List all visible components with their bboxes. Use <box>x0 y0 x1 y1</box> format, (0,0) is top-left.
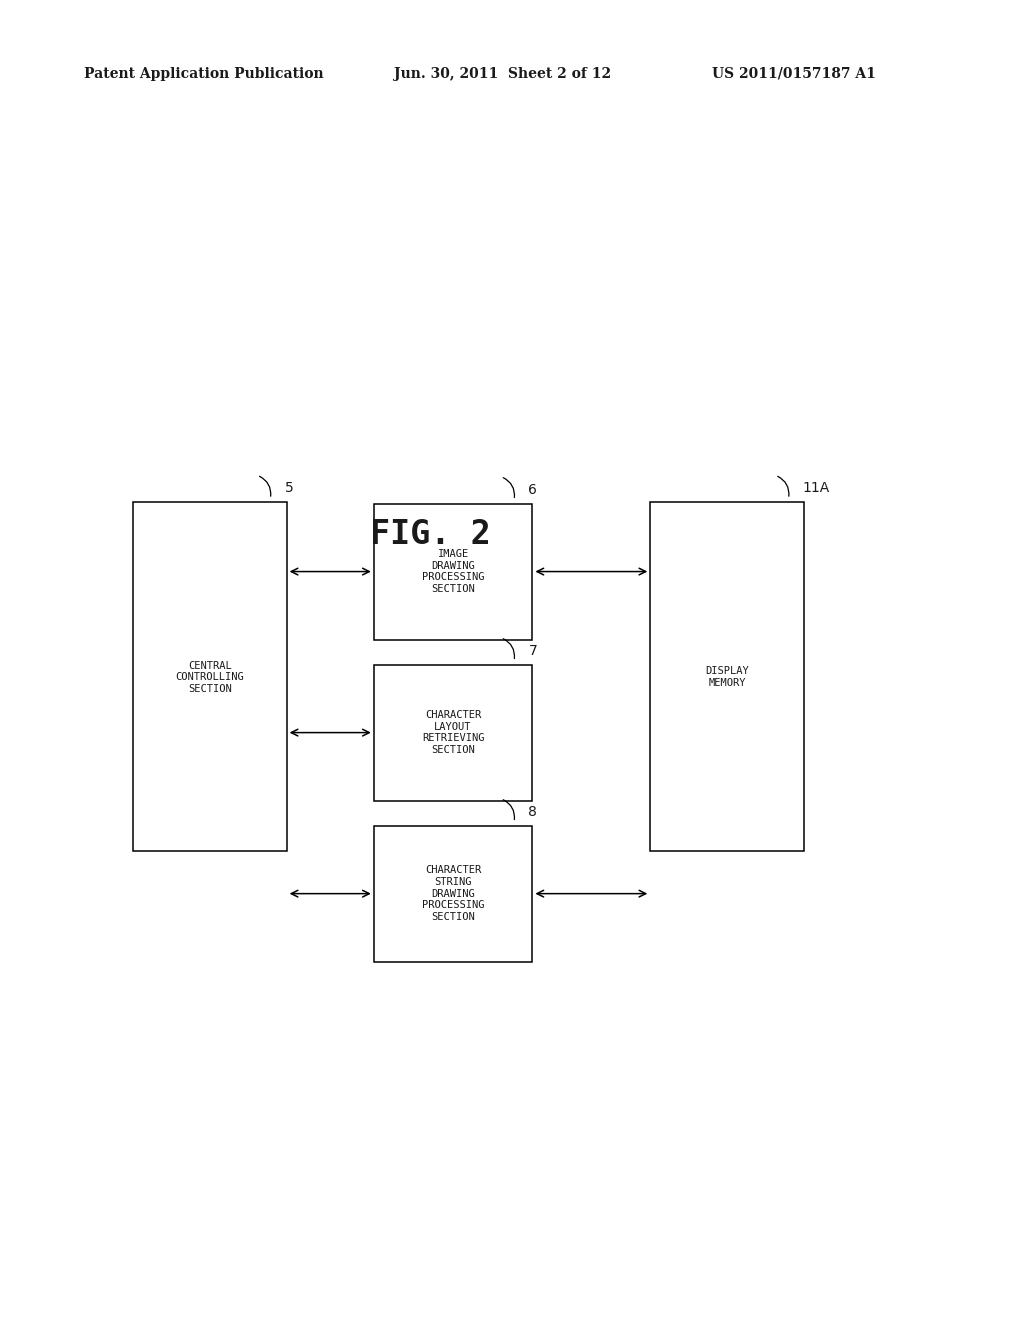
Bar <box>374 504 532 640</box>
Bar <box>374 665 532 801</box>
Bar <box>374 826 532 962</box>
Text: US 2011/0157187 A1: US 2011/0157187 A1 <box>712 67 876 81</box>
Text: 7: 7 <box>528 644 538 657</box>
Text: Jun. 30, 2011  Sheet 2 of 12: Jun. 30, 2011 Sheet 2 of 12 <box>394 67 611 81</box>
Text: 8: 8 <box>528 805 538 818</box>
Text: CHARACTER
LAYOUT
RETRIEVING
SECTION: CHARACTER LAYOUT RETRIEVING SECTION <box>422 710 484 755</box>
Text: IMAGE
DRAWING
PROCESSING
SECTION: IMAGE DRAWING PROCESSING SECTION <box>422 549 484 594</box>
Text: Patent Application Publication: Patent Application Publication <box>84 67 324 81</box>
Bar <box>133 502 287 851</box>
Text: 11A: 11A <box>803 482 830 495</box>
Text: CHARACTER
STRING
DRAWING
PROCESSING
SECTION: CHARACTER STRING DRAWING PROCESSING SECT… <box>422 866 484 921</box>
Text: 6: 6 <box>528 483 538 496</box>
Text: 5: 5 <box>285 482 294 495</box>
Text: CENTRAL
CONTROLLING
SECTION: CENTRAL CONTROLLING SECTION <box>175 660 245 694</box>
Text: DISPLAY
MEMORY: DISPLAY MEMORY <box>706 667 749 688</box>
Text: FIG. 2: FIG. 2 <box>370 519 490 552</box>
Bar <box>650 502 804 851</box>
